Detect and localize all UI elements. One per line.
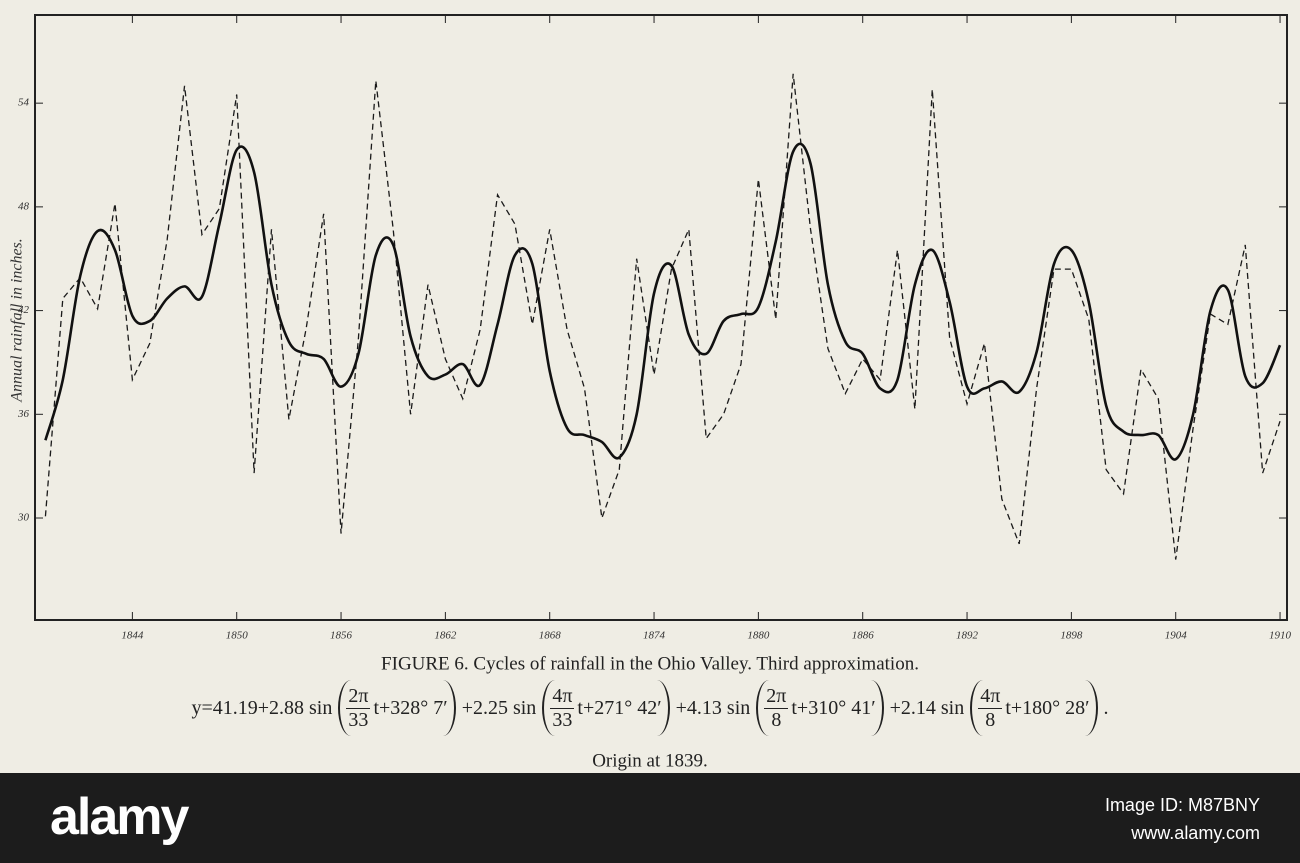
caption: FIGURE 6. Cycles of rainfall in the Ohio… [381,653,919,674]
denominator: 8 [771,708,782,731]
fraction: 2π 33 [346,684,371,732]
x-tick-label: 1904 [1165,630,1188,642]
x-tick-label: 1910 [1269,630,1292,642]
site: www.alamy.com [1131,823,1260,843]
fraction: 2π 8 [764,684,789,732]
x-tick-label: 1862 [434,630,457,642]
y-tick-label: 42 [18,304,30,316]
numerator: 4π [978,684,1003,709]
x-tick-label: 1874 [643,630,666,642]
chart: Annual rainfall in inches. FIGURE 6. Cyc… [9,14,1292,771]
argument: t+180° 28′ [1005,696,1090,719]
equation-term: +4.13 sin [675,696,751,719]
fraction: 4π 33 [550,684,575,732]
parenthesis-group: 4π 33 t+271° 42′ [542,680,670,736]
x-tick-label: 1880 [747,630,770,642]
x-tick-label: 1892 [956,630,979,642]
argument: t+310° 41′ [791,696,876,719]
logo: alamy [50,788,189,846]
y-axis-label: Annual rainfall in inches. [9,238,26,403]
watermark-bar: alamy Image ID: M87BNY www.alamy.com [0,773,1300,863]
y-tick-label: 36 [17,408,30,420]
parenthesis-group: 4π 8 t+180° 28′ [970,680,1098,736]
equation-term: . [1103,696,1109,719]
y-tick-label: 30 [17,512,30,524]
x-tick-label: 1898 [1060,630,1083,642]
equation-term: +2.14 sin [889,696,965,719]
argument: t+328° 7′ [373,696,448,719]
parenthesis-group: 2π 33 t+328° 7′ [338,680,456,736]
equation-term: +2.25 sin [461,696,537,719]
equation-lead: y=41.19+2.88 sin [191,696,333,719]
x-tick-label: 1868 [539,630,562,642]
denominator: 33 [552,708,573,731]
denominator: 33 [348,708,369,731]
y-tick-label: 54 [18,97,30,109]
dashed-line [44,73,1281,560]
plot-frame [34,14,1288,621]
x-tick-label: 1856 [330,630,353,642]
x-tick-label: 1886 [852,630,875,642]
origin-note: Origin at 1839. [592,750,708,771]
parenthesis-group: 2π 8 t+310° 41′ [756,680,884,736]
numerator: 4π [550,684,575,709]
solid-line [44,142,1282,461]
image-id: Image ID: M87BNY [1104,795,1260,815]
x-tick-label: 1850 [226,630,249,642]
denominator: 8 [985,708,996,731]
x-tick-label: 1844 [121,630,144,642]
argument: t+271° 42′ [577,696,662,719]
numerator: 2π [346,684,371,709]
equation: y=41.19+2.88 sin 2π 33 t+328° 7′ +2.25 sin 4π… [0,680,1300,736]
y-tick-label: 48 [18,200,30,212]
numerator: 2π [764,684,789,709]
fraction: 4π 8 [978,684,1003,732]
